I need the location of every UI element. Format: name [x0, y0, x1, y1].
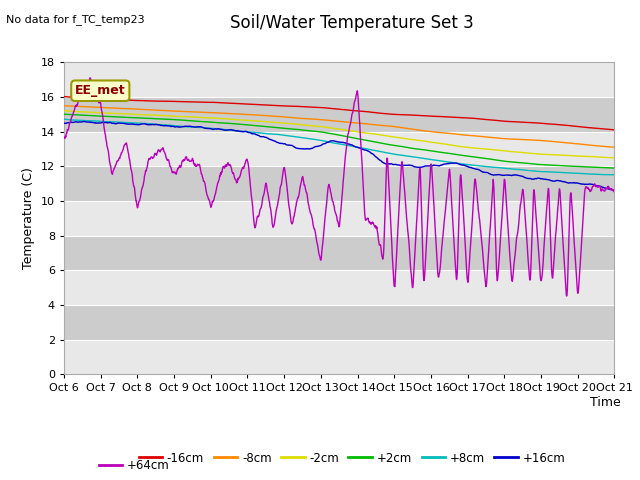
- +64cm: [374, 229, 381, 235]
- -2cm: [611, 155, 618, 161]
- +16cm: [316, 143, 323, 149]
- Y-axis label: Temperature (C): Temperature (C): [22, 168, 35, 269]
- Text: EE_met: EE_met: [75, 84, 125, 97]
- +2cm: [373, 140, 381, 145]
- +64cm: [60, 134, 68, 140]
- -8cm: [374, 122, 381, 128]
- Line: -16cm: -16cm: [64, 96, 614, 130]
- +2cm: [305, 128, 313, 133]
- -16cm: [315, 105, 323, 110]
- +2cm: [103, 113, 111, 119]
- +2cm: [294, 127, 301, 132]
- -16cm: [103, 96, 111, 102]
- -16cm: [305, 104, 313, 110]
- -8cm: [61, 103, 68, 108]
- Text: Time: Time: [590, 396, 621, 409]
- +16cm: [60, 120, 68, 126]
- +64cm: [563, 293, 570, 299]
- +16cm: [305, 146, 313, 152]
- Line: -8cm: -8cm: [64, 106, 614, 147]
- -8cm: [125, 106, 133, 111]
- +64cm: [86, 75, 94, 81]
- Legend: -16cm, -8cm, -2cm, +2cm, +8cm, +16cm: -16cm, -8cm, -2cm, +2cm, +8cm, +16cm: [134, 447, 570, 469]
- Bar: [64, 305, 614, 340]
- +64cm: [103, 143, 111, 149]
- +16cm: [80, 119, 88, 124]
- +8cm: [611, 172, 618, 178]
- +64cm: [125, 156, 133, 162]
- +16cm: [611, 187, 618, 193]
- +2cm: [315, 129, 323, 134]
- -16cm: [60, 94, 68, 99]
- +2cm: [611, 165, 618, 171]
- Bar: [64, 270, 614, 305]
- -2cm: [373, 132, 381, 137]
- -8cm: [103, 105, 111, 111]
- +64cm: [294, 194, 301, 200]
- +16cm: [294, 145, 301, 151]
- Bar: [64, 167, 614, 201]
- +2cm: [60, 111, 68, 117]
- +64cm: [305, 205, 313, 211]
- Text: Soil/Water Temperature Set 3: Soil/Water Temperature Set 3: [230, 14, 474, 33]
- -8cm: [60, 103, 68, 108]
- +64cm: [611, 189, 618, 195]
- +16cm: [374, 156, 381, 161]
- -16cm: [125, 97, 133, 103]
- +8cm: [125, 120, 133, 126]
- Bar: [64, 132, 614, 167]
- +8cm: [103, 119, 111, 124]
- -8cm: [294, 115, 301, 121]
- Bar: [64, 201, 614, 236]
- Bar: [64, 62, 614, 97]
- -2cm: [305, 122, 313, 128]
- +8cm: [373, 148, 381, 154]
- Bar: [64, 97, 614, 132]
- +16cm: [103, 120, 111, 125]
- Text: No data for f_TC_temp23: No data for f_TC_temp23: [6, 14, 145, 25]
- -2cm: [125, 111, 133, 117]
- -2cm: [294, 121, 301, 127]
- -2cm: [103, 110, 111, 116]
- +2cm: [125, 115, 133, 120]
- -16cm: [373, 110, 381, 116]
- Line: +64cm: +64cm: [64, 78, 614, 296]
- Line: +8cm: +8cm: [64, 119, 614, 175]
- +16cm: [125, 121, 133, 127]
- +64cm: [316, 252, 323, 258]
- +8cm: [315, 137, 323, 143]
- -16cm: [611, 127, 618, 133]
- +8cm: [60, 116, 68, 122]
- +8cm: [294, 134, 301, 140]
- Line: +2cm: +2cm: [64, 114, 614, 168]
- -8cm: [305, 116, 313, 122]
- Bar: [64, 340, 614, 374]
- -2cm: [315, 123, 323, 129]
- Legend: +64cm: +64cm: [94, 454, 175, 477]
- Line: +16cm: +16cm: [64, 121, 614, 190]
- +16cm: [610, 187, 618, 193]
- -16cm: [294, 104, 301, 109]
- -8cm: [316, 117, 323, 122]
- -8cm: [611, 144, 618, 150]
- +8cm: [305, 136, 313, 142]
- +2cm: [609, 165, 616, 171]
- -2cm: [60, 108, 68, 114]
- Bar: [64, 236, 614, 270]
- Line: -2cm: -2cm: [64, 111, 614, 158]
- +8cm: [604, 172, 612, 178]
